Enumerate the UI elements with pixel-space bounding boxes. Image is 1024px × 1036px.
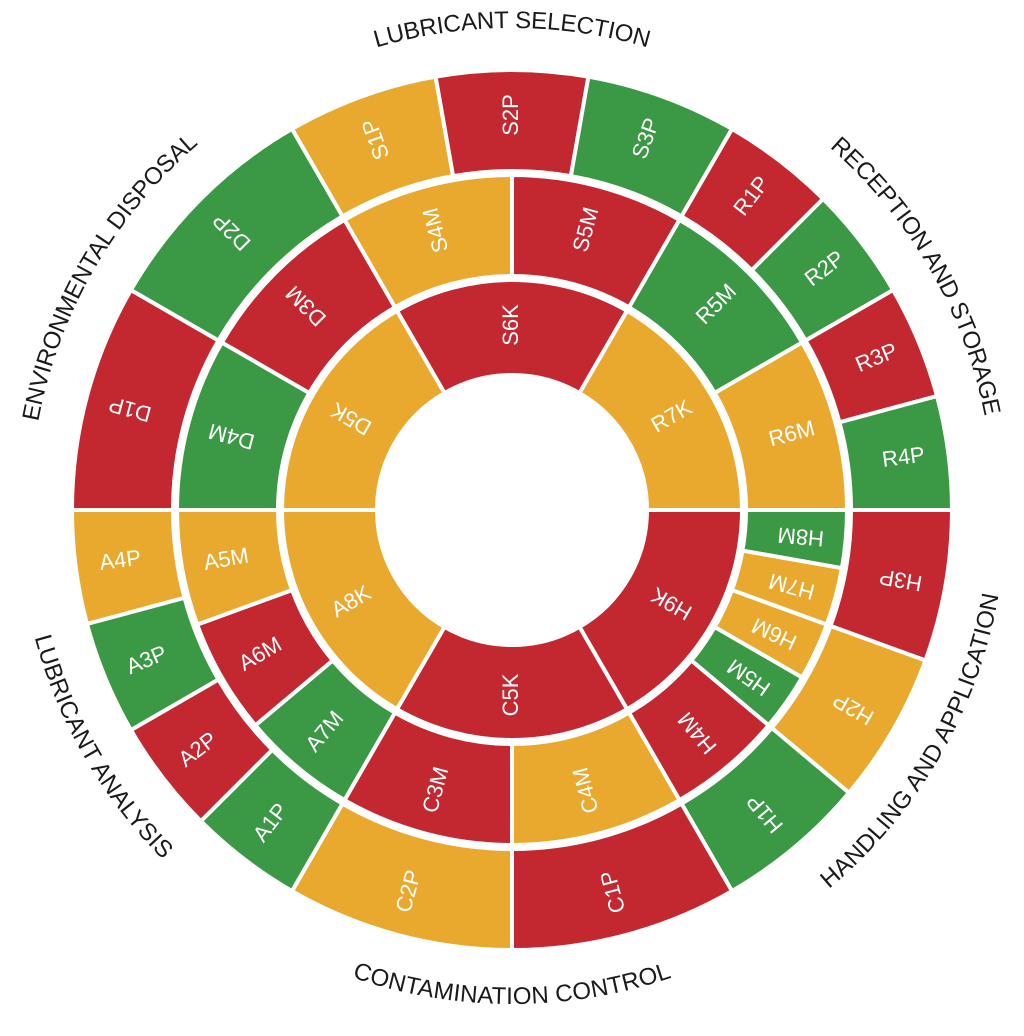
segment-label-H8M: H8M	[777, 522, 825, 551]
ring-middle: S4MS5MR5MR6MH8MH7MH6MH5MH4MC4MC3MA7MA6MA…	[177, 175, 847, 845]
category-label-contamination-control: CONTAMINATION CONTROL	[350, 958, 674, 1011]
segment-label-C5K: C5K	[498, 673, 523, 716]
segment-label-S6K: S6K	[498, 304, 523, 346]
segment-label-S2P: S2P	[498, 94, 523, 136]
sunburst-chart: S6KR7KH9KC5KA8KD5KS4MS5MR5MR6MH8MH7MH6MH…	[0, 0, 1024, 1036]
ring-inner: S6KR7KH9KC5KA8KD5K	[282, 280, 742, 740]
category-label-lubricant-selection: LUBRICANT SELECTION	[371, 7, 654, 53]
